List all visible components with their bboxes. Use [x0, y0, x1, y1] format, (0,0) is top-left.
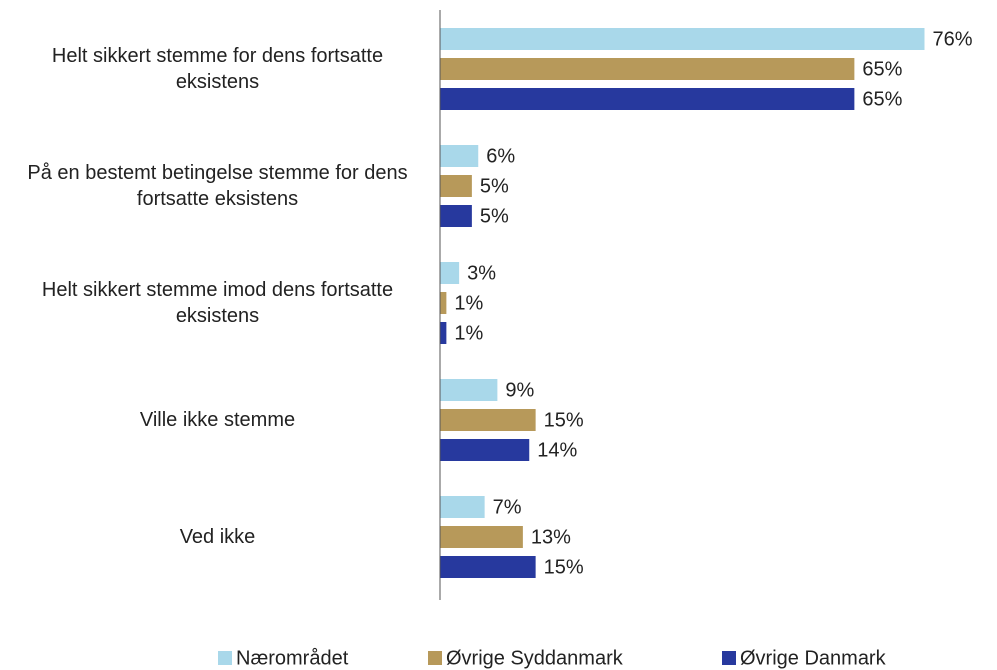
bar — [440, 262, 460, 284]
data-label: 1% — [454, 322, 483, 344]
bar — [440, 526, 523, 548]
data-label: 76% — [933, 28, 973, 50]
data-label: 65% — [862, 58, 902, 80]
bar — [440, 439, 530, 461]
bar — [440, 409, 536, 431]
legend-swatch — [218, 651, 232, 665]
category-label: Ved ikke — [179, 526, 256, 548]
data-label: 7% — [493, 496, 522, 518]
data-label: 15% — [544, 409, 584, 431]
bar — [440, 556, 536, 578]
data-label: 65% — [862, 88, 902, 110]
bar — [440, 205, 472, 227]
category-label: Ville ikke stemme — [139, 409, 296, 431]
data-label: 6% — [486, 145, 515, 167]
data-label: 9% — [505, 379, 534, 401]
bar — [440, 175, 472, 197]
data-label: 14% — [537, 439, 577, 461]
bar — [440, 58, 855, 80]
category-label: Helt sikkert stemme imod dens fortsatte … — [41, 279, 394, 327]
bar — [440, 322, 447, 344]
legend-swatch — [428, 651, 442, 665]
data-label: 13% — [531, 526, 571, 548]
bar — [440, 496, 485, 518]
bar — [440, 88, 855, 110]
category-label: På en bestemt betingelse stemme for dens… — [27, 162, 408, 210]
data-label: 5% — [480, 175, 509, 197]
data-label: 3% — [467, 262, 496, 284]
data-label: 15% — [544, 556, 584, 578]
legend-swatch — [722, 651, 736, 665]
bar — [440, 28, 925, 50]
bar — [440, 145, 479, 167]
legend-label: Nærområdet — [236, 647, 349, 669]
bar — [440, 292, 447, 314]
data-label: 1% — [454, 292, 483, 314]
legend-label: Øvrige Syddanmark — [446, 647, 624, 669]
bar — [440, 379, 498, 401]
data-label: 5% — [480, 205, 509, 227]
category-label: Helt sikkert stemme for dens fortsatte e… — [51, 45, 384, 93]
legend-label: Øvrige Danmark — [740, 647, 887, 669]
